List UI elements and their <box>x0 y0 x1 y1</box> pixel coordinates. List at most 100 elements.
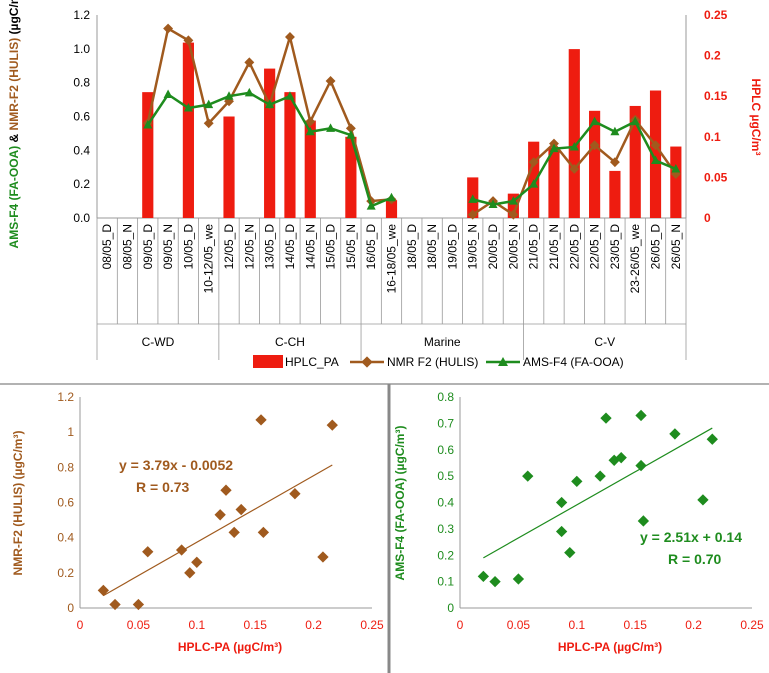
hplc-bar <box>223 116 235 218</box>
right-scatter-fit-line <box>483 427 713 559</box>
ams-point <box>244 87 254 97</box>
top-right-axis-title: HPLC µgC/m³ <box>749 79 763 156</box>
left-tick-label: 0.8 <box>73 76 90 90</box>
nmr-scatter-point <box>326 419 338 431</box>
ylabel-nmr-part: NMR-F2 (HULIS) <box>7 38 21 131</box>
hplc-bar <box>649 90 662 218</box>
ams-point <box>549 143 559 153</box>
hplc-bar <box>507 193 519 218</box>
x-tick-label: 0.05 <box>507 618 531 632</box>
ams-point <box>569 141 579 151</box>
hplc-bar <box>609 170 621 218</box>
ams-scatter-point <box>564 546 576 559</box>
right-tick-label: 0.05 <box>704 170 728 184</box>
y-tick-label: 0.2 <box>57 566 74 580</box>
date-tick-label: 15/05_N <box>344 224 358 269</box>
ams-point <box>204 99 214 109</box>
y-tick-label: 0.7 <box>437 416 454 430</box>
y-tick-label: 1.2 <box>57 390 74 404</box>
left-tick-label: 1.0 <box>73 42 90 56</box>
hplc-bar <box>264 68 276 218</box>
date-tick-label: 19/05_N <box>466 224 480 269</box>
hplc-bar <box>345 136 357 218</box>
nmr-scatter-point <box>228 526 240 539</box>
x-tick-label: 0.15 <box>624 618 648 632</box>
ams-point <box>488 199 498 208</box>
nmr-scatter-point <box>214 509 226 521</box>
x-tick-label: 0.25 <box>360 618 384 632</box>
date-tick-label: 09/05_D <box>141 224 155 270</box>
ams-point <box>305 126 315 136</box>
x-tick-label: 0.1 <box>188 618 205 632</box>
date-tick-label: 09/05_N <box>161 224 175 269</box>
group-label: C-V <box>594 335 615 349</box>
ams-point <box>163 89 173 99</box>
nmr-point <box>325 76 336 86</box>
ams-point <box>224 91 234 100</box>
right-scatter-y-title: AMS-F4 (FA-OOA) (µgC/m³) <box>393 426 407 581</box>
top-left-tick-labels: 0.0 0.2 0.4 0.6 0.8 1.0 1.2 <box>73 8 90 225</box>
x-tick-label: 0 <box>457 618 464 632</box>
ylabel-amp-part: & <box>7 130 21 145</box>
date-tick-label: 15/05_D <box>324 224 338 270</box>
ylabel-unit-part: (µgC/m³) <box>7 0 21 38</box>
ams-vs-hplc-scatter: 0 0.05 0.1 0.15 0.2 0.25 00.10.20.30.40.50.60… <box>393 390 764 654</box>
group-label: C-CH <box>275 335 305 349</box>
ams-scatter-point <box>594 470 606 482</box>
ams-scatter-point <box>512 573 525 585</box>
ams-point <box>387 192 396 202</box>
series-lines <box>142 23 681 220</box>
nmr-scatter-point <box>97 584 110 597</box>
date-tick-label: 08/05_N <box>120 224 134 269</box>
date-tick-label: 21/05_N <box>547 224 561 269</box>
hplc-bar <box>548 147 560 218</box>
y-tick-label: 0.4 <box>57 531 74 545</box>
date-tick-label: 26/05_N <box>669 224 683 269</box>
nmr-point <box>284 32 295 42</box>
nmr-vs-hplc-scatter: 0 0.05 0.1 0.15 0.2 0.25 0 0.2 0.4 0.6 0.8 1 1.2 y … <box>11 390 384 654</box>
y-tick-label: 0.8 <box>437 390 454 404</box>
nmr-scatter-point <box>142 546 154 558</box>
hplc-bar <box>589 110 601 218</box>
nmr-scatter-point <box>235 503 247 516</box>
date-tick-label: 08/05_D <box>100 224 114 270</box>
right-tick-label: 0.15 <box>704 89 728 103</box>
date-tick-label: 21/05_D <box>527 224 541 270</box>
right-tick-label: 0 <box>704 211 711 225</box>
ams-point <box>610 126 620 136</box>
ams-scatter-point <box>706 433 718 445</box>
date-tick-label: 14/05_D <box>283 224 297 270</box>
x-tick-label: 0.2 <box>305 618 322 632</box>
right-scatter-equation: y = 2.51x + 0.14 <box>640 529 742 545</box>
date-tick-label: 16-18/05_we <box>385 224 399 294</box>
y-tick-label: 1 <box>67 425 74 439</box>
y-tick-label: 0.2 <box>437 548 454 562</box>
ams-scatter-point <box>522 470 534 482</box>
hplc-bar <box>182 42 194 218</box>
date-tick-label: 18/05_D <box>405 224 419 270</box>
left-scatter-points <box>97 414 338 611</box>
ylabel-ams-part: AMS-F4 (FA-OOA) <box>7 146 21 249</box>
left-tick-label: 0.6 <box>73 110 90 124</box>
date-tick-label: 19/05_D <box>445 224 459 270</box>
ams-scatter-point <box>600 412 612 424</box>
nmr-point <box>549 138 559 149</box>
ams-scatter-point <box>669 428 681 440</box>
ams-point <box>143 119 153 129</box>
ams-point <box>366 201 376 210</box>
left-scatter-r-value: R = 0.73 <box>136 479 190 495</box>
date-tick-label: 23-26/05_we <box>628 224 642 294</box>
y-tick-label: 0.6 <box>437 443 454 457</box>
nmr-point <box>528 157 539 168</box>
y-tick-label: 0.3 <box>437 522 454 536</box>
y-tick-label: 0.8 <box>57 460 74 474</box>
right-scatter-points <box>477 409 718 588</box>
ams-scatter-point <box>637 515 650 527</box>
ams-point <box>265 99 275 109</box>
ams-point <box>529 179 539 188</box>
site-groups: C-WD C-CH Marine C-V <box>96 323 687 360</box>
y-tick-label: 0.4 <box>437 496 454 510</box>
left-tick-label: 0.4 <box>73 143 90 157</box>
right-scatter-r-value: R = 0.70 <box>668 551 722 567</box>
x-tick-label: 0.25 <box>740 618 764 632</box>
